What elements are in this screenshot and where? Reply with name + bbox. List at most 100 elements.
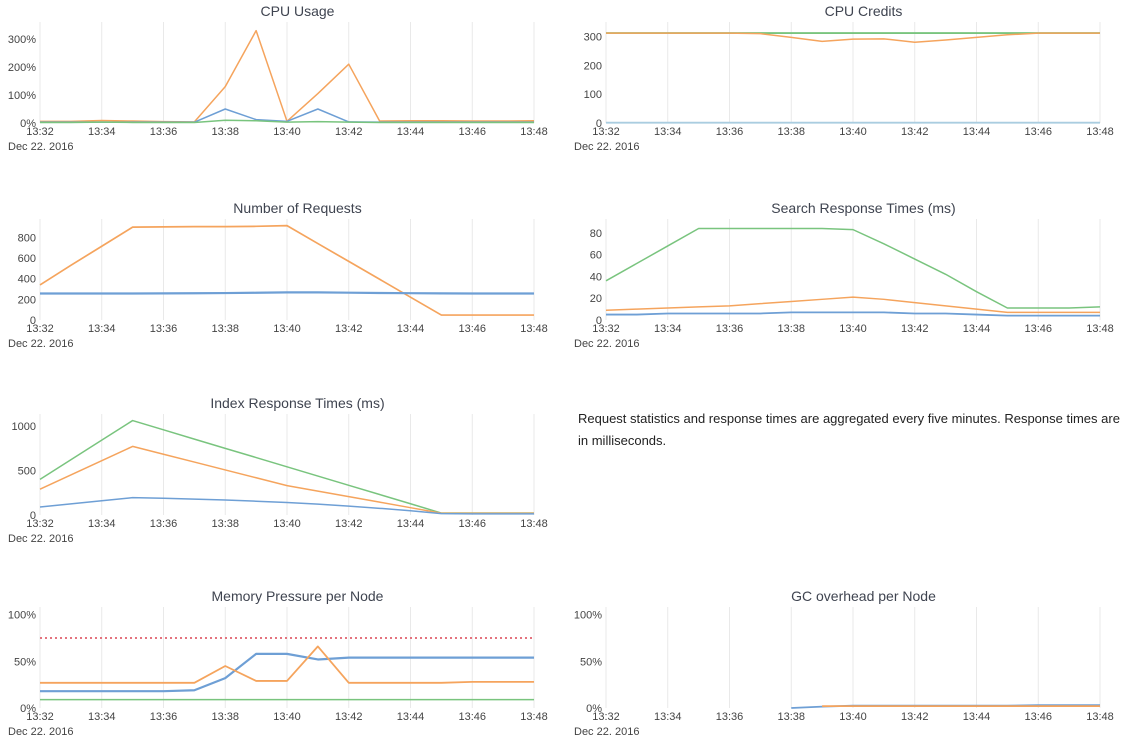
x-gridlines xyxy=(39,219,535,320)
y-tick-label: 300 xyxy=(584,32,602,44)
x-tick-label: 13:36 xyxy=(716,126,744,138)
y-tick-label: 1000 xyxy=(12,421,36,433)
y-tick-label: 500 xyxy=(18,465,36,477)
x-tick-label: 13:42 xyxy=(335,323,363,335)
x-tick-label: 13:36 xyxy=(150,323,178,335)
x-tick-label: 13:32 xyxy=(592,126,620,138)
x-axis-date-label: Dec 22. 2016 xyxy=(574,726,639,738)
x-tick-label: 13:46 xyxy=(458,323,486,335)
x-tick-label: 13:42 xyxy=(335,126,363,138)
chart-title-search-response-times: Search Response Times (ms) xyxy=(771,200,956,216)
x-tick-label: 13:40 xyxy=(839,323,867,335)
y-tick-label: 800 xyxy=(18,232,36,244)
x-tick-label: 13:36 xyxy=(716,711,744,723)
series-orange xyxy=(605,296,1100,314)
x-tick-label: 13:38 xyxy=(211,518,239,530)
x-tick-label: 13:42 xyxy=(901,323,929,335)
y-tick-label: 200 xyxy=(584,60,602,72)
x-gridlines xyxy=(39,22,535,123)
chart-title-index-response-times: Index Response Times (ms) xyxy=(210,395,385,411)
x-axis-date-label: Dec 22. 2016 xyxy=(8,141,73,153)
x-tick-label: 13:48 xyxy=(1086,126,1114,138)
x-tick-label: 13:34 xyxy=(88,126,116,138)
chart-title-memory-pressure-per-node: Memory Pressure per Node xyxy=(211,588,384,604)
series-orange xyxy=(606,32,1100,44)
x-tick-label: 13:42 xyxy=(335,518,363,530)
chart-title-cpu-credits: CPU Credits xyxy=(824,3,903,19)
x-tick-label: 13:36 xyxy=(150,711,178,723)
y-tick-label: 100% xyxy=(8,610,36,622)
x-tick-label: 13:32 xyxy=(592,323,620,335)
x-tick-label: 13:34 xyxy=(654,126,682,138)
cpu-usage-plot[interactable]: 0% 100% 200% 300% 13:32 13:34 13:36 13:38 13:40 1… xyxy=(0,20,565,160)
x-tick-label: 13:46 xyxy=(458,126,486,138)
x-tick-label: 13:32 xyxy=(592,711,620,723)
y-tick-label: 20 xyxy=(590,293,602,305)
x-tick-label: 13:38 xyxy=(211,323,239,335)
x-axis-date-label: Dec 22. 2016 xyxy=(8,338,73,350)
y-tick-label: 0% xyxy=(20,118,36,130)
x-tick-label: 13:38 xyxy=(777,323,805,335)
x-axis-date-label: Dec 22. 2016 xyxy=(574,141,639,153)
x-tick-label: 13:40 xyxy=(273,711,301,723)
y-tick-label: 100% xyxy=(8,90,36,102)
x-tick-label: 13:44 xyxy=(397,323,425,335)
x-tick-label: 13:34 xyxy=(654,711,682,723)
x-tick-label: 13:40 xyxy=(273,126,301,138)
chart-cpu-usage: CPU Usage 0% 100% 200% 300% 13:32 13:34 13:36 1… xyxy=(0,0,565,170)
x-tick-label: 13:32 xyxy=(26,323,54,335)
x-tick-label: 13:48 xyxy=(520,323,548,335)
chart-cpu-credits: CPU Credits 0 100 200 300 13:32 13:34 13:36 13:… xyxy=(566,0,1131,170)
x-tick-label: 13:42 xyxy=(901,126,929,138)
x-tick-label: 13:44 xyxy=(397,126,425,138)
y-tick-label: 80 xyxy=(590,228,602,240)
y-tick-label: 200 xyxy=(18,294,36,306)
x-tick-label: 13:48 xyxy=(520,126,548,138)
x-tick-label: 13:44 xyxy=(963,711,991,723)
chart-number-of-requests: Number of Requests 0 200 400 600 800 13:32 13:… xyxy=(0,197,565,367)
x-tick-label: 13:46 xyxy=(1024,126,1052,138)
x-tick-label: 13:42 xyxy=(335,711,363,723)
series-green xyxy=(40,119,534,124)
x-tick-label: 13:42 xyxy=(901,711,929,723)
x-tick-label: 13:46 xyxy=(458,518,486,530)
y-tick-label: 50% xyxy=(14,656,36,668)
x-tick-label: 13:48 xyxy=(520,518,548,530)
x-tick-label: 13:36 xyxy=(150,126,178,138)
y-tick-label: 0 xyxy=(596,315,602,327)
search-response-times-plot[interactable]: 0 20 40 60 80 13:32 13:34 13:36 13:38 13:40 13:42 1… xyxy=(566,217,1131,357)
x-tick-label: 13:44 xyxy=(397,711,425,723)
x-gridlines xyxy=(605,219,1101,320)
x-tick-label: 13:36 xyxy=(716,323,744,335)
y-tick-label: 0 xyxy=(596,118,602,130)
gc-overhead-per-node-plot[interactable]: 0% 50% 100% 13:32 13:34 13:36 13:38 13:40 13:42 1… xyxy=(566,605,1131,741)
x-tick-label: 13:34 xyxy=(88,518,116,530)
number-of-requests-plot[interactable]: 0 200 400 600 800 13:32 13:34 13:36 13:38 13:40 13… xyxy=(0,217,565,357)
x-tick-label: 13:40 xyxy=(273,323,301,335)
series-green xyxy=(605,227,1101,309)
x-tick-label: 13:34 xyxy=(654,323,682,335)
x-tick-label: 13:44 xyxy=(963,323,991,335)
series-blue xyxy=(606,311,1100,317)
y-tick-label: 0% xyxy=(20,703,36,715)
y-tick-label: 100% xyxy=(574,610,602,622)
chart-title-number-of-requests: Number of Requests xyxy=(233,200,362,216)
y-tick-label: 50% xyxy=(580,656,602,668)
x-gridlines xyxy=(39,414,535,515)
y-tick-label: 60 xyxy=(590,250,602,262)
index-response-times-plot[interactable]: 0 500 1000 13:32 13:34 13:36 13:38 13:40 13:42 13… xyxy=(0,412,565,552)
x-tick-label: 13:38 xyxy=(211,126,239,138)
x-tick-label: 13:46 xyxy=(1024,323,1052,335)
x-axis-date-label: Dec 22. 2016 xyxy=(8,726,73,738)
y-tick-label: 0% xyxy=(586,703,602,715)
x-gridlines xyxy=(605,22,1101,123)
x-tick-label: 13:40 xyxy=(839,126,867,138)
x-gridlines xyxy=(605,607,1101,708)
cpu-credits-plot[interactable]: 0 100 200 300 13:32 13:34 13:36 13:38 13:40 13:42… xyxy=(566,20,1131,160)
chart-title-cpu-usage: CPU Usage xyxy=(260,3,335,19)
chart-index-response-times: Index Response Times (ms) 0 500 1000 13:32 1… xyxy=(0,392,565,562)
memory-pressure-per-node-plot[interactable]: 0% 50% 100% 13:32 13:34 13:36 13:38 13:40 13:42 1… xyxy=(0,605,565,741)
series-blue xyxy=(40,652,534,693)
y-tick-label: 0 xyxy=(30,510,36,522)
